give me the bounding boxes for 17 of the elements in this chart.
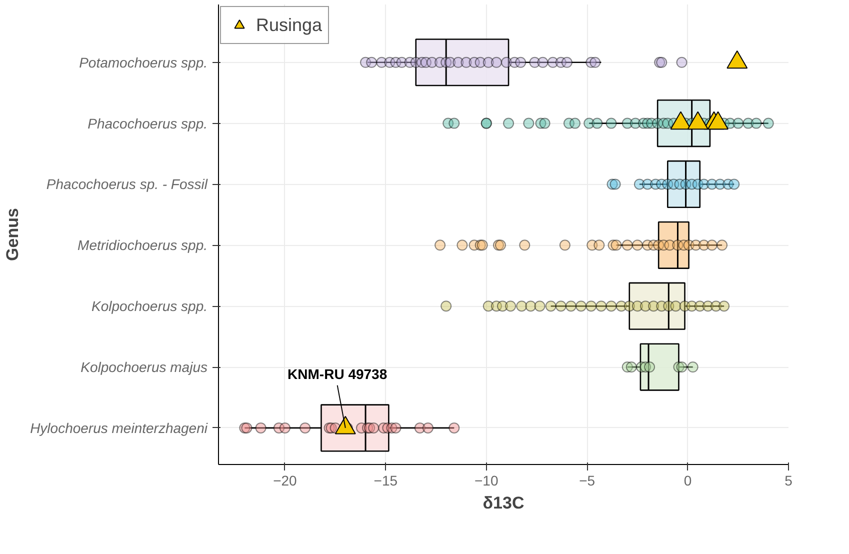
x-tick-label: −5 (579, 472, 596, 488)
y-axis-title: Genus (3, 208, 22, 261)
annotation: KNM-RU 49738 (288, 366, 388, 382)
y-tick-label: Hylochoerus meinterzhageni (30, 420, 208, 436)
y-tick-label: Phacochoerus spp. (88, 115, 208, 132)
y-tick-label: Metridiochoerus spp. (78, 237, 208, 254)
x-tick-label: 5 (784, 472, 793, 488)
x-tick-label: −10 (474, 472, 498, 488)
y-tick-label: Phacochoerus sp. - Fossil (46, 176, 208, 192)
x-tick-label: −15 (374, 472, 398, 488)
x-tick-label: −20 (273, 472, 298, 488)
y-tick-label: Potamochoerus spp. (79, 54, 208, 70)
x-axis-title: δ13C (482, 494, 524, 512)
x-tick-label: 0 (684, 472, 692, 488)
legend-label: Rusinga (256, 14, 322, 36)
y-tick-label: Kolpochoerus spp. (92, 298, 208, 314)
y-tick-label: Kolpochoerus majus (80, 359, 208, 376)
